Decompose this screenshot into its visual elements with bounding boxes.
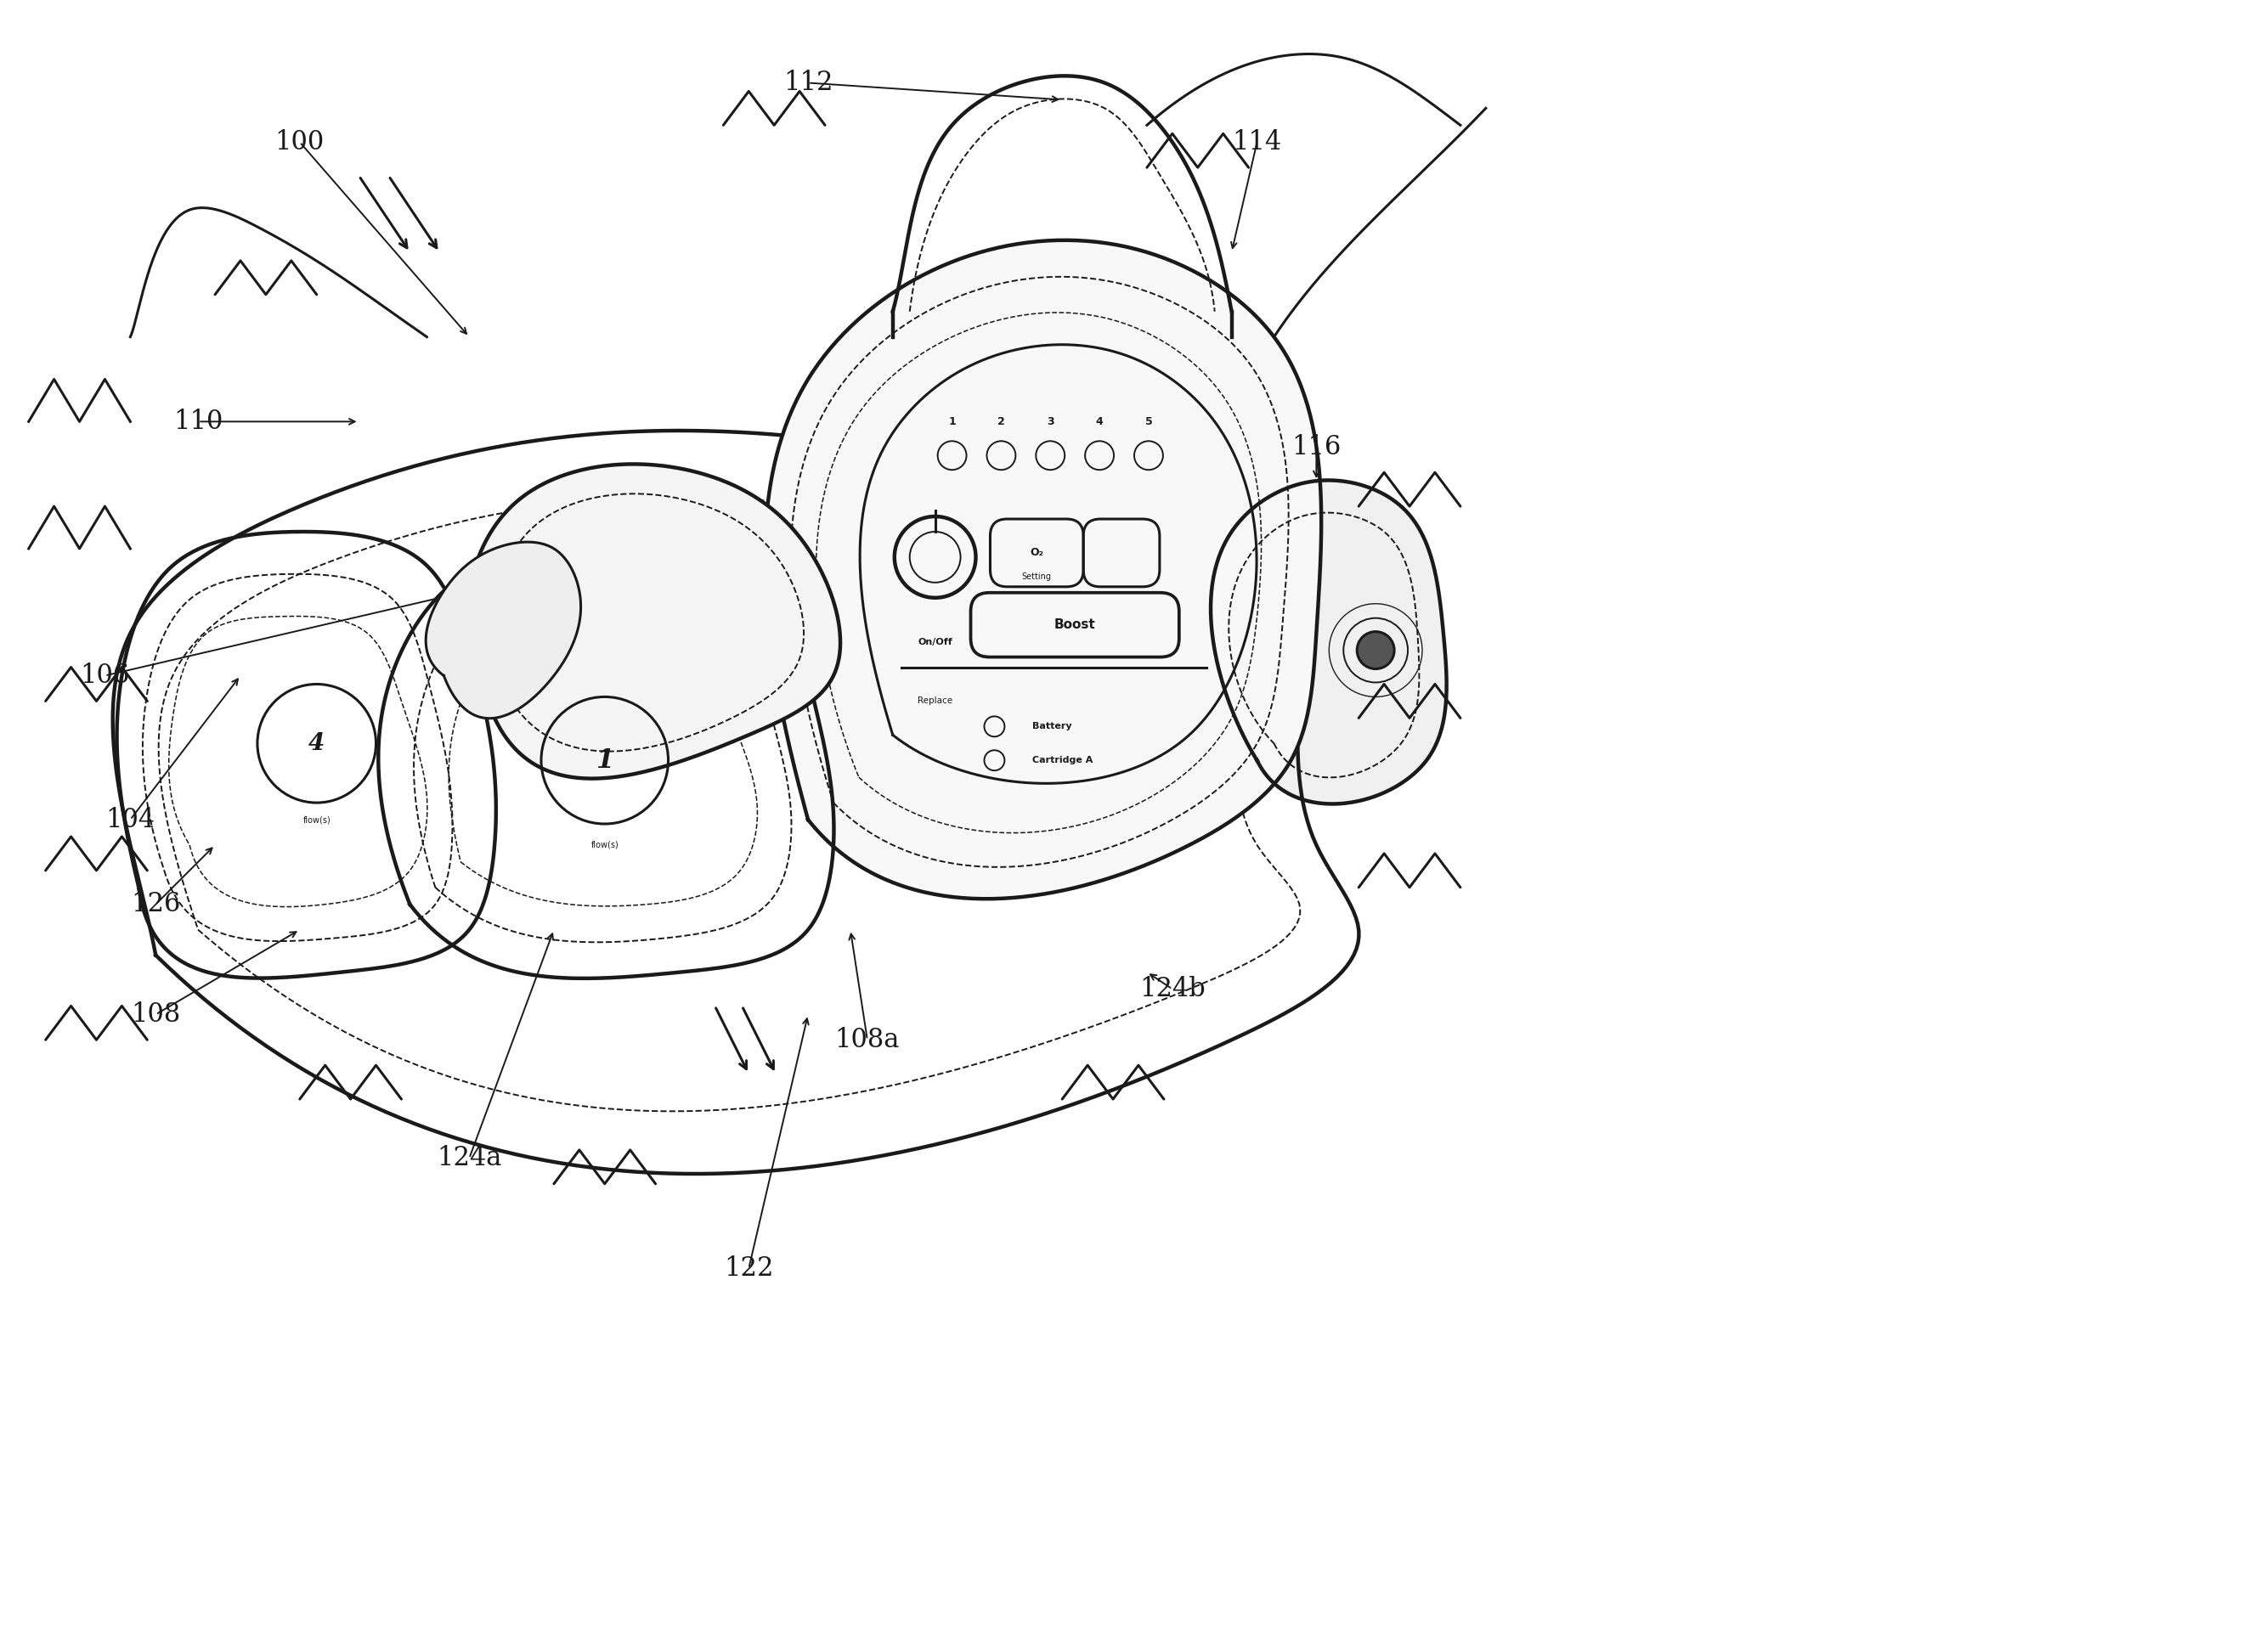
Text: 124b: 124b: [1138, 976, 1206, 1003]
Text: 126: 126: [131, 890, 180, 917]
Circle shape: [1357, 631, 1395, 669]
Text: 100: 100: [275, 129, 325, 155]
Text: 4: 4: [1095, 416, 1102, 428]
Text: Cartridge A: Cartridge A: [1032, 757, 1093, 765]
Text: Battery: Battery: [1032, 722, 1073, 730]
Text: Setting: Setting: [1021, 572, 1053, 582]
Text: Boost: Boost: [1055, 618, 1095, 631]
Text: 5: 5: [1145, 416, 1152, 428]
Text: 124a: 124a: [437, 1145, 503, 1171]
Text: O₂: O₂: [1030, 547, 1044, 558]
Text: flow(s): flow(s): [591, 841, 618, 849]
Text: Replace: Replace: [917, 697, 953, 705]
Text: 108: 108: [131, 1001, 180, 1028]
Text: 122: 122: [724, 1256, 773, 1282]
Text: 108a: 108a: [834, 1026, 899, 1052]
Text: On/Off: On/Off: [917, 638, 953, 646]
Text: 4: 4: [309, 732, 325, 755]
Polygon shape: [426, 542, 582, 719]
Text: 106: 106: [81, 662, 131, 689]
Text: flow(s): flow(s): [302, 816, 331, 824]
Text: 3: 3: [1046, 416, 1055, 428]
Text: 2: 2: [999, 416, 1005, 428]
Text: 110: 110: [174, 408, 223, 434]
Polygon shape: [1210, 481, 1447, 805]
Text: 1: 1: [949, 416, 956, 428]
Text: 104: 104: [106, 806, 156, 833]
Text: 112: 112: [782, 69, 834, 96]
Text: 1: 1: [595, 747, 613, 773]
Text: 114: 114: [1233, 129, 1283, 155]
Polygon shape: [764, 240, 1321, 899]
Text: 116: 116: [1292, 434, 1341, 461]
Polygon shape: [467, 464, 841, 778]
